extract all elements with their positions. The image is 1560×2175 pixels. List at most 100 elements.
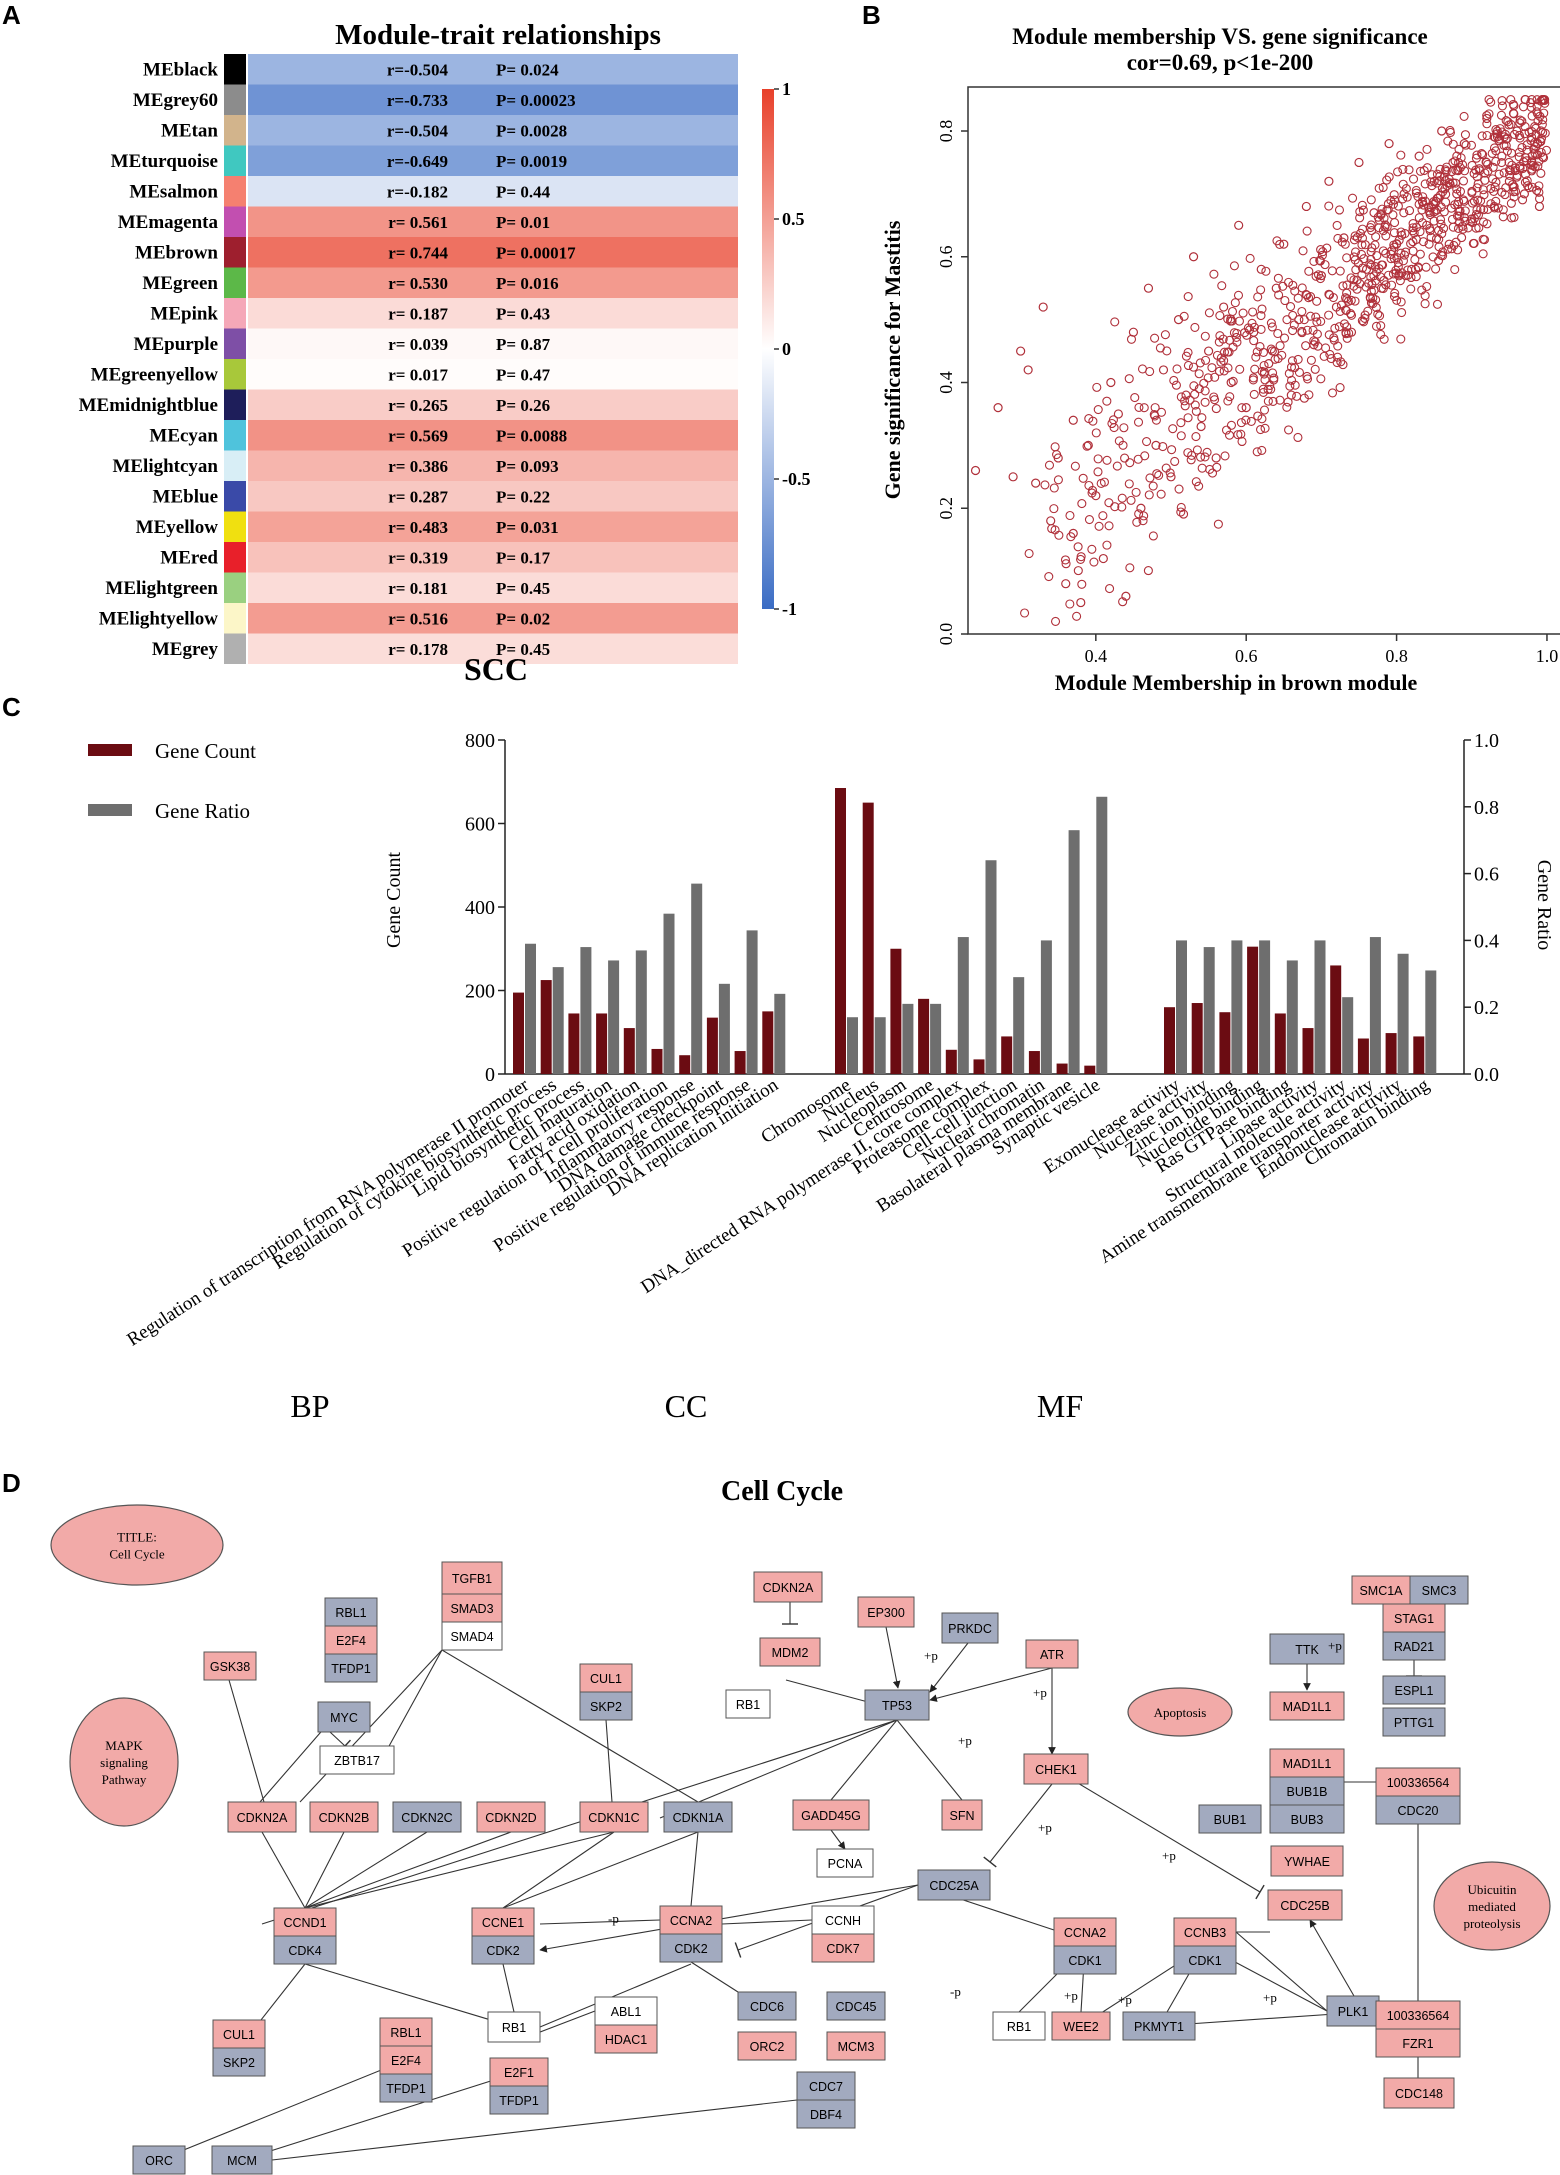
scatter-point <box>1078 473 1088 483</box>
scatter-point <box>1235 364 1245 374</box>
heatmap-module-swatch <box>224 481 246 512</box>
gene-node-box <box>826 2031 886 2061</box>
gene-node-label: CCNE1 <box>482 1916 524 1930</box>
scatter-point <box>1260 423 1270 433</box>
scatter-point <box>1316 245 1326 255</box>
scatter-point <box>1467 186 1477 196</box>
scatter-point <box>1473 210 1484 220</box>
scatter-point <box>1472 172 1482 182</box>
panel-b-xlabel: Module Membership in brown module <box>1055 670 1418 695</box>
gene-node-label: ZBTB17 <box>334 1754 380 1768</box>
scatter-point <box>1137 364 1148 374</box>
gene-node-label: CDK7 <box>826 1942 859 1956</box>
scatter-point <box>1299 315 1309 325</box>
scatter-point <box>1158 441 1168 452</box>
pathway-inhibit-bar <box>1255 1884 1265 1900</box>
gene-node: PTTG1 <box>1382 1707 1446 1737</box>
bar-gene-ratio <box>718 983 730 1074</box>
gene-node-label: E2F4 <box>391 2054 421 2068</box>
pathway-edge <box>329 1731 346 1747</box>
pathway-edge <box>690 1961 739 1993</box>
heatmap-cell-r: r= 0.017 <box>388 365 448 384</box>
gene-node-box <box>579 1663 633 1693</box>
scatter-point <box>1260 375 1270 385</box>
scatter-point <box>1186 455 1196 465</box>
gene-node-box <box>826 1991 886 2021</box>
scatter-point <box>1120 453 1130 463</box>
gene-node-box <box>1023 1753 1089 1785</box>
bar-left-tick-label: 800 <box>465 730 495 752</box>
scatter-point <box>1049 504 1059 514</box>
scatter-point <box>1346 273 1356 283</box>
scatter-point <box>1460 206 1470 216</box>
scatter-point <box>1489 132 1499 142</box>
scatter-point <box>1202 447 1212 457</box>
gene-node-label: RB1 <box>1007 2020 1031 2034</box>
scatter-point <box>1234 220 1244 230</box>
scatter-point <box>1312 296 1322 306</box>
scatter-point <box>1353 258 1363 268</box>
gene-node: CDKN2B <box>309 1801 379 1833</box>
scatter-point <box>1293 354 1303 364</box>
pathway-edge <box>929 1667 1053 1702</box>
scatter-point <box>1324 330 1334 340</box>
bar-gene-count <box>918 998 930 1074</box>
scatter-point <box>1236 418 1246 428</box>
scatter-point <box>1166 472 1176 482</box>
gene-node: CDKN2D <box>476 1801 546 1833</box>
scatter-point <box>1357 200 1367 210</box>
gene-node: CCNB3 <box>1173 1917 1237 1947</box>
gene-node-box <box>1351 1575 1411 1605</box>
gene-node: HDAC1 <box>594 2024 658 2054</box>
scatter-point <box>1245 253 1255 263</box>
scatter-point <box>1061 579 1071 589</box>
gene-node-box <box>759 1637 821 1667</box>
scatter-point <box>1302 226 1312 236</box>
pathway-edge <box>830 1829 846 1850</box>
legend-ratio-label: Gene Ratio <box>155 799 250 823</box>
gene-node-box <box>594 1996 658 2026</box>
apoptosis-oval-shape <box>1127 1687 1233 1737</box>
bar-gene-ratio <box>608 960 620 1074</box>
scatter-point <box>1389 190 1399 200</box>
scatter-point <box>1061 559 1071 569</box>
scatter-point <box>1258 347 1269 357</box>
scatter-point <box>1222 347 1233 357</box>
gene-node: MDM2 <box>759 1637 821 1667</box>
scatter-point <box>1044 571 1054 582</box>
gene-node: BUB3 <box>1269 1804 1345 1834</box>
scatter-point <box>1255 424 1266 435</box>
scatter-point <box>1053 475 1063 485</box>
pathway-edge <box>387 1649 443 1749</box>
scatter-point <box>1245 325 1255 335</box>
bar-gene-count <box>540 980 552 1074</box>
gene-node-box <box>471 1935 535 1965</box>
bar-right-tick-label: 0.4 <box>1474 930 1499 952</box>
scatter-point <box>1499 168 1509 178</box>
gene-node-label: CDK2 <box>674 1942 707 1956</box>
bar-gene-ratio <box>902 1003 914 1074</box>
scatter-point <box>1467 160 1477 170</box>
gene-node-box <box>1269 1691 1345 1721</box>
scatter-point <box>1324 176 1334 186</box>
scatter-point <box>1297 328 1307 338</box>
heatmap-cell <box>248 206 738 237</box>
gene-node-label: PCNA <box>828 1857 863 1871</box>
bars <box>513 788 1437 1074</box>
scatter-point <box>1394 235 1404 245</box>
gene-node-label: CCNB3 <box>1184 1926 1226 1940</box>
scatter-point <box>1417 218 1428 228</box>
heatmap-module-swatch <box>224 603 246 634</box>
bar-gene-ratio <box>1096 796 1108 1074</box>
gene-node: CDC6 <box>737 1991 797 2021</box>
gene-node-label: RB1 <box>736 1698 760 1712</box>
gene-node-box <box>917 1869 991 1901</box>
gene-node-label: CUL1 <box>590 1672 622 1686</box>
scatter-point <box>1366 195 1376 205</box>
gene-node: 100336564 <box>1375 1767 1461 1797</box>
gene-node-box <box>227 1801 297 1833</box>
scatter-point <box>1287 375 1297 385</box>
scatter-point <box>1439 207 1449 217</box>
gene-node-label: HDAC1 <box>605 2033 647 2047</box>
scatter-point <box>1531 123 1541 133</box>
